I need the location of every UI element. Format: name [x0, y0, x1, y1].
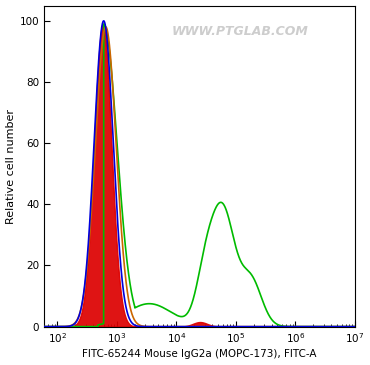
Y-axis label: Relative cell number: Relative cell number [6, 108, 16, 224]
X-axis label: FITC-65244 Mouse IgG2a (MOPC-173), FITC-A: FITC-65244 Mouse IgG2a (MOPC-173), FITC-… [82, 349, 317, 360]
Text: WWW.PTGLAB.COM: WWW.PTGLAB.COM [171, 25, 308, 38]
